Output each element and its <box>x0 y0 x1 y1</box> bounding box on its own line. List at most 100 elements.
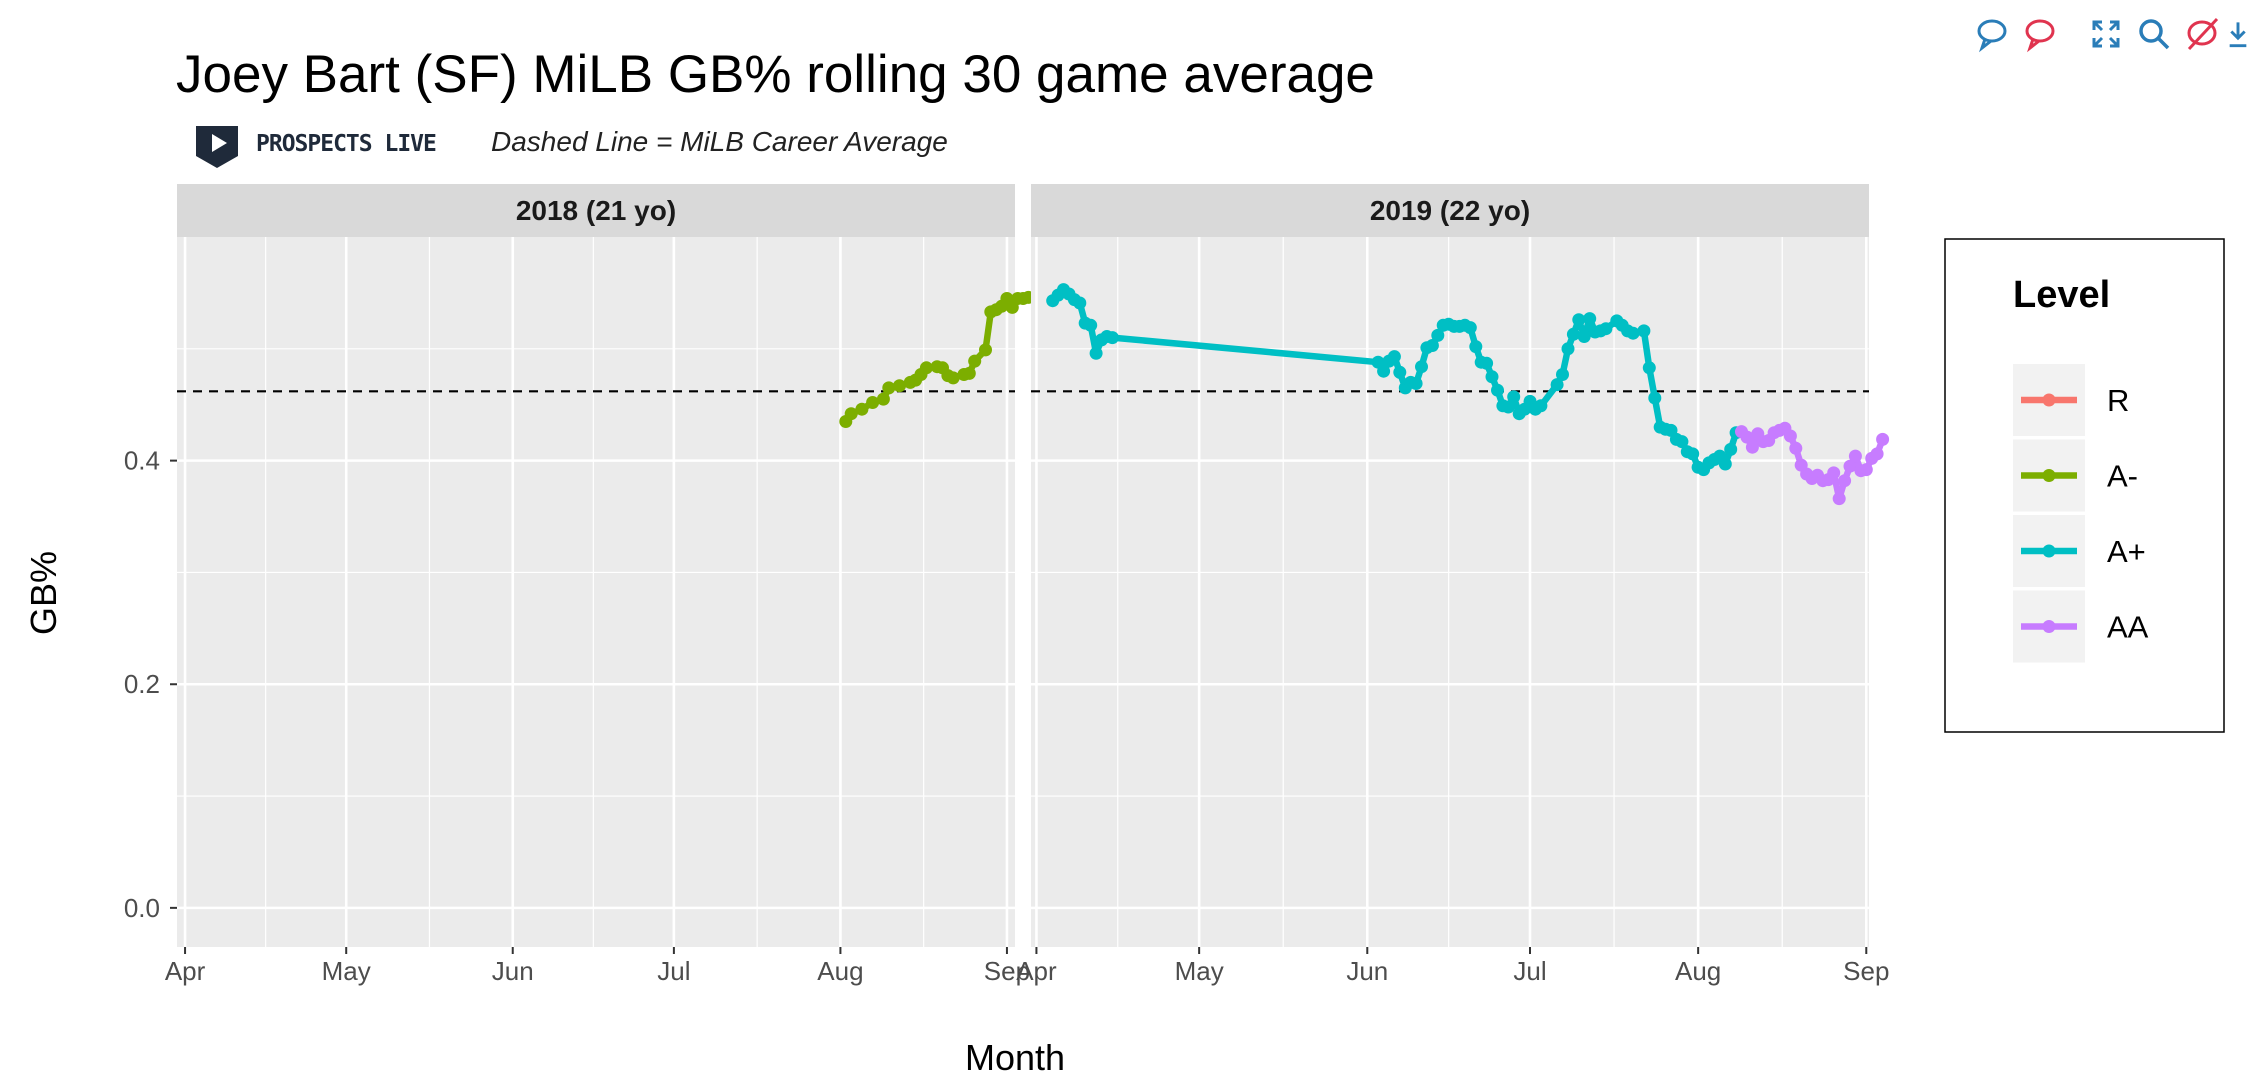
legend-label: AA <box>2107 610 2149 645</box>
data-point <box>1745 440 1759 454</box>
y-tick-label: 0.2 <box>124 669 160 699</box>
series-A- <box>839 290 1035 428</box>
legend-items: R A- A+ AA <box>2013 364 2149 663</box>
data-point <box>1783 429 1797 443</box>
data-point <box>1089 346 1103 360</box>
legend-key-point <box>2042 469 2056 482</box>
no-comment-icon[interactable] <box>2180 12 2224 56</box>
data-point <box>866 396 880 409</box>
x-tick-label: Sep <box>1843 956 1889 986</box>
x-tick-label: Jun <box>492 956 534 986</box>
data-point <box>1626 326 1640 340</box>
data-point <box>919 361 933 375</box>
data-point <box>1393 365 1407 379</box>
facet-strip <box>177 184 1015 237</box>
facet-strip <box>1031 184 1869 237</box>
legend-label: A- <box>2107 459 2138 494</box>
zoom-icon[interactable] <box>2132 12 2176 56</box>
x-tick-label: Apr <box>1016 956 1057 986</box>
facet-2: 2019 (22 yo) Apr May Jun Jul Aug Sep <box>1016 184 1889 986</box>
data-point <box>1415 360 1428 374</box>
facet-strip-label: 2019 (22 yo) <box>1370 195 1530 226</box>
data-point <box>1501 400 1515 414</box>
legend-item-A-: A- <box>2013 439 2138 512</box>
data-point <box>893 379 906 393</box>
series-AA <box>1735 421 1890 506</box>
data-point <box>1463 321 1477 335</box>
data-point <box>962 366 976 380</box>
data-point <box>1469 340 1483 354</box>
data-point <box>1718 457 1732 471</box>
data-point <box>882 381 896 395</box>
data-point <box>1637 324 1651 338</box>
series-A+ <box>1046 283 1743 477</box>
data-point <box>855 402 869 416</box>
data-point <box>1648 391 1662 405</box>
data-point <box>1561 342 1575 356</box>
chart-title: Joey Bart (SF) MiLB GB% rolling 30 game … <box>176 45 1375 104</box>
data-point <box>1550 378 1564 392</box>
legend-title: Level <box>2013 274 2110 316</box>
legend-item-AA: AA <box>2013 590 2149 663</box>
legend-key-point <box>2042 393 2056 407</box>
data-point <box>1832 492 1846 506</box>
brand-name: PROSPECTS LIVE <box>256 131 436 157</box>
data-point <box>1572 313 1586 327</box>
data-point <box>1577 330 1591 343</box>
subtitle-note: Dashed Line = MiLB Career Average <box>491 126 948 157</box>
expand-icon[interactable] <box>2084 12 2128 56</box>
x-tick-label: May <box>322 956 371 986</box>
x-axis-label: Month <box>965 1037 1065 1078</box>
data-point <box>1838 474 1852 488</box>
data-point <box>1843 459 1857 473</box>
data-point <box>1566 327 1580 341</box>
data-point <box>1859 463 1873 477</box>
panel-background <box>177 237 1015 947</box>
data-point <box>1583 312 1597 326</box>
data-point <box>1409 377 1423 390</box>
data-point <box>946 371 960 385</box>
data-point <box>876 392 890 406</box>
legend-label: R <box>2107 383 2129 418</box>
data-point <box>1599 322 1613 336</box>
data-point <box>1387 350 1401 364</box>
data-point <box>1105 331 1119 345</box>
x-tick-label: May <box>1175 956 1224 986</box>
data-point <box>1084 318 1098 332</box>
x-tick-label: Jun <box>1346 956 1388 986</box>
facet-1: 2018 (21 yo) Apr May Jun Jul Aug Sep <box>165 184 1035 986</box>
download-icon[interactable] <box>2228 12 2258 56</box>
toolbar <box>1970 12 2258 56</box>
brand-logo: PROSPECTS LIVE <box>196 126 437 168</box>
x-tick-label: Jul <box>1513 956 1546 986</box>
comment-blue-icon[interactable] <box>1970 12 2014 56</box>
data-point <box>1724 442 1738 456</box>
data-point <box>1827 466 1841 480</box>
legend-key-point <box>2042 620 2056 633</box>
data-point <box>968 354 982 368</box>
facet-strip-label: 2018 (21 yo) <box>516 195 676 226</box>
data-point <box>1431 328 1445 342</box>
x-tick-label: Sep <box>984 956 1030 986</box>
legend-label: A+ <box>2107 534 2146 569</box>
legend: Level R A- A+ AA <box>1944 238 2225 733</box>
y-tick-label: 0.0 <box>124 893 160 923</box>
data-point <box>1870 447 1884 461</box>
data-point <box>1073 296 1087 310</box>
data-point <box>1534 399 1548 413</box>
data-point <box>844 407 858 421</box>
data-point <box>1848 449 1862 463</box>
y-tick-label: 0.4 <box>124 446 160 476</box>
x-tick-label: Jul <box>657 956 690 986</box>
data-point <box>1876 432 1890 446</box>
comment-red-icon[interactable] <box>2018 12 2062 56</box>
data-point <box>1425 339 1439 352</box>
data-point <box>1491 383 1504 397</box>
x-tick-label: Aug <box>1675 956 1721 986</box>
x-tick-label: Apr <box>165 956 206 986</box>
data-point <box>1485 370 1499 384</box>
y-axis-label: GB% <box>23 551 64 635</box>
data-point <box>1642 361 1656 375</box>
